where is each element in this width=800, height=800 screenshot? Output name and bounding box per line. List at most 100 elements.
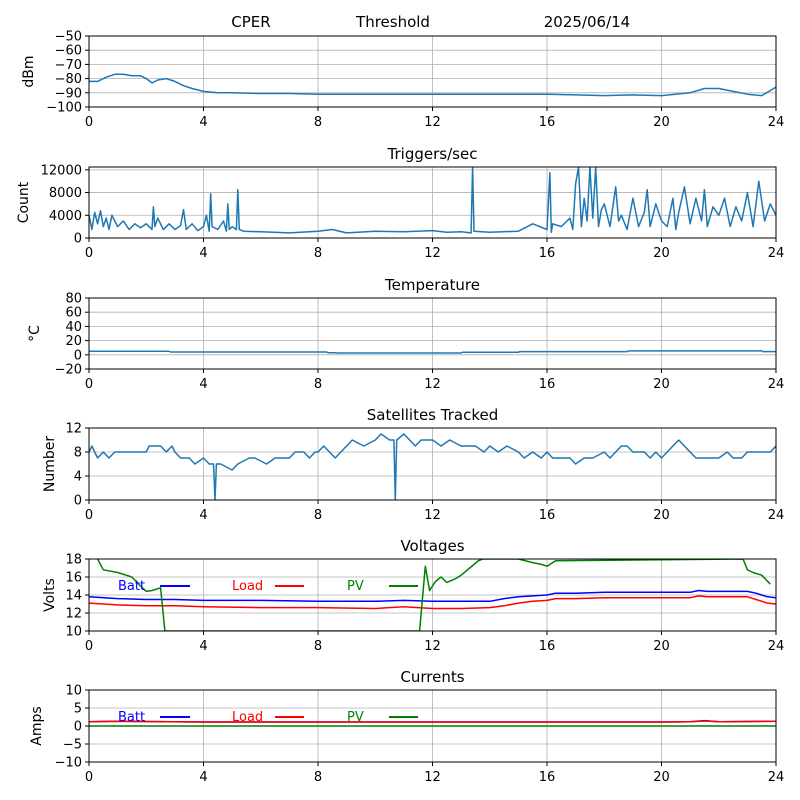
x-tick-label: 12 bbox=[424, 246, 441, 261]
y-axis-label: Count bbox=[16, 181, 32, 223]
panel-triggers: 0 4 8 12 16 20 24 0 4000 8000 12000 Triggers/sec Cou… bbox=[16, 145, 784, 261]
panel-currents: 0 4 8 12 16 20 24 −10 −5 0 5 10 Currents Amps Batt Load… bbox=[29, 668, 784, 785]
x-tick-label: 16 bbox=[539, 639, 556, 654]
legend-label-batt: Batt bbox=[118, 579, 145, 594]
x-tick-label: 4 bbox=[199, 246, 207, 261]
y-tick-label: 80 bbox=[65, 292, 82, 307]
y-tick-label: −50 bbox=[55, 30, 82, 45]
x-tick-label: 12 bbox=[424, 639, 441, 654]
y-axis-label: °C bbox=[27, 325, 43, 342]
y-tick-label: −90 bbox=[55, 86, 82, 101]
x-tick-label: 16 bbox=[539, 246, 556, 261]
y-tick-label: 12 bbox=[65, 422, 82, 437]
legend-label-batt: Batt bbox=[118, 710, 145, 725]
x-tick-label: 20 bbox=[653, 246, 670, 261]
y-tick-label: 40 bbox=[65, 320, 82, 335]
x-tick-label: 12 bbox=[424, 115, 441, 130]
x-tick-label: 16 bbox=[539, 115, 556, 130]
x-tick-label: 20 bbox=[653, 377, 670, 392]
panel-title: Voltages bbox=[400, 537, 464, 555]
header: CPER Threshold 2025/06/14 bbox=[231, 13, 630, 31]
y-tick-label: 60 bbox=[65, 306, 82, 321]
x-tick-label: 4 bbox=[199, 377, 207, 392]
x-tick-label: 24 bbox=[768, 639, 785, 654]
x-tick-label: 24 bbox=[768, 246, 785, 261]
series-line-satellites bbox=[89, 433, 776, 500]
series-line-temperature bbox=[89, 350, 776, 354]
x-tick-label: 4 bbox=[199, 115, 207, 130]
x-tick-label: 20 bbox=[653, 770, 670, 785]
y-tick-label: 8000 bbox=[49, 186, 82, 201]
y-tick-label: 5 bbox=[74, 702, 82, 717]
y-tick-label: 20 bbox=[65, 334, 82, 349]
x-tick-label: 20 bbox=[653, 115, 670, 130]
x-tick-label: 8 bbox=[314, 770, 322, 785]
y-tick-label: 12000 bbox=[41, 163, 82, 178]
x-tick-label: 8 bbox=[314, 639, 322, 654]
series-line-batt bbox=[89, 589, 776, 603]
y-tick-label: 12 bbox=[65, 607, 82, 622]
y-tick-label: 8 bbox=[74, 446, 82, 461]
legend-label-pv: PV bbox=[347, 579, 364, 594]
x-tick-label: 4 bbox=[199, 639, 207, 654]
x-tick-label: 8 bbox=[314, 115, 322, 130]
x-tick-label: 0 bbox=[85, 770, 93, 785]
y-axis-label: Number bbox=[42, 436, 58, 492]
panel-title: Satellites Tracked bbox=[367, 406, 498, 424]
legend-label-pv: PV bbox=[347, 710, 364, 725]
y-tick-label: 18 bbox=[65, 553, 82, 568]
y-tick-label: −70 bbox=[55, 58, 82, 73]
y-tick-label: −10 bbox=[55, 756, 82, 771]
header-mode: Threshold bbox=[355, 13, 430, 31]
header-date: 2025/06/14 bbox=[544, 13, 630, 31]
y-tick-label: 14 bbox=[65, 589, 82, 604]
x-tick-label: 12 bbox=[424, 770, 441, 785]
x-tick-label: 16 bbox=[539, 377, 556, 392]
y-axis-label: Amps bbox=[29, 706, 45, 745]
x-tick-label: 8 bbox=[314, 246, 322, 261]
y-tick-label: 4000 bbox=[49, 209, 82, 224]
series-line-load bbox=[89, 720, 776, 723]
series-line-load bbox=[89, 595, 776, 610]
y-tick-label: −60 bbox=[55, 44, 82, 59]
x-tick-label: 4 bbox=[199, 770, 207, 785]
y-tick-label: 0 bbox=[74, 494, 82, 509]
x-tick-label: 0 bbox=[85, 246, 93, 261]
x-tick-label: 24 bbox=[768, 508, 785, 523]
legend-label-load: Load bbox=[232, 579, 263, 594]
x-tick-label: 20 bbox=[653, 508, 670, 523]
x-tick-label: 20 bbox=[653, 639, 670, 654]
x-tick-label: 24 bbox=[768, 770, 785, 785]
x-tick-label: 12 bbox=[424, 377, 441, 392]
series-line-triggers bbox=[89, 167, 776, 234]
y-tick-label: −80 bbox=[55, 72, 82, 87]
x-tick-label: 8 bbox=[314, 508, 322, 523]
x-tick-label: 16 bbox=[539, 508, 556, 523]
y-tick-label: 16 bbox=[65, 571, 82, 586]
panel-title: Currents bbox=[400, 668, 464, 686]
y-tick-label: −5 bbox=[63, 738, 82, 753]
series-line-signal bbox=[89, 73, 776, 97]
panel-title: Temperature bbox=[384, 276, 480, 294]
y-tick-label: 10 bbox=[65, 684, 82, 699]
x-tick-label: 8 bbox=[314, 377, 322, 392]
y-tick-label: 0 bbox=[74, 720, 82, 735]
x-tick-label: 16 bbox=[539, 770, 556, 785]
y-tick-label: −20 bbox=[55, 363, 82, 378]
y-tick-label: 10 bbox=[65, 625, 82, 640]
panel-signal: 0 4 8 12 16 20 24 −50−60−70−80−90−100 dBm bbox=[21, 30, 784, 131]
header-site: CPER bbox=[231, 13, 270, 31]
y-tick-label: −100 bbox=[46, 101, 82, 116]
y-tick-label: 0 bbox=[74, 348, 82, 363]
x-tick-label: 12 bbox=[424, 508, 441, 523]
legend-label-load: Load bbox=[232, 710, 263, 725]
y-axis-label: dBm bbox=[21, 55, 37, 87]
x-tick-label: 4 bbox=[199, 508, 207, 523]
panel-satellites: 0 4 8 12 16 20 24 0 4 8 12 Satellites Tracked Number bbox=[42, 406, 784, 523]
y-axis-label: Volts bbox=[42, 578, 58, 612]
x-tick-label: 0 bbox=[85, 508, 93, 523]
x-tick-label: 24 bbox=[768, 115, 785, 130]
